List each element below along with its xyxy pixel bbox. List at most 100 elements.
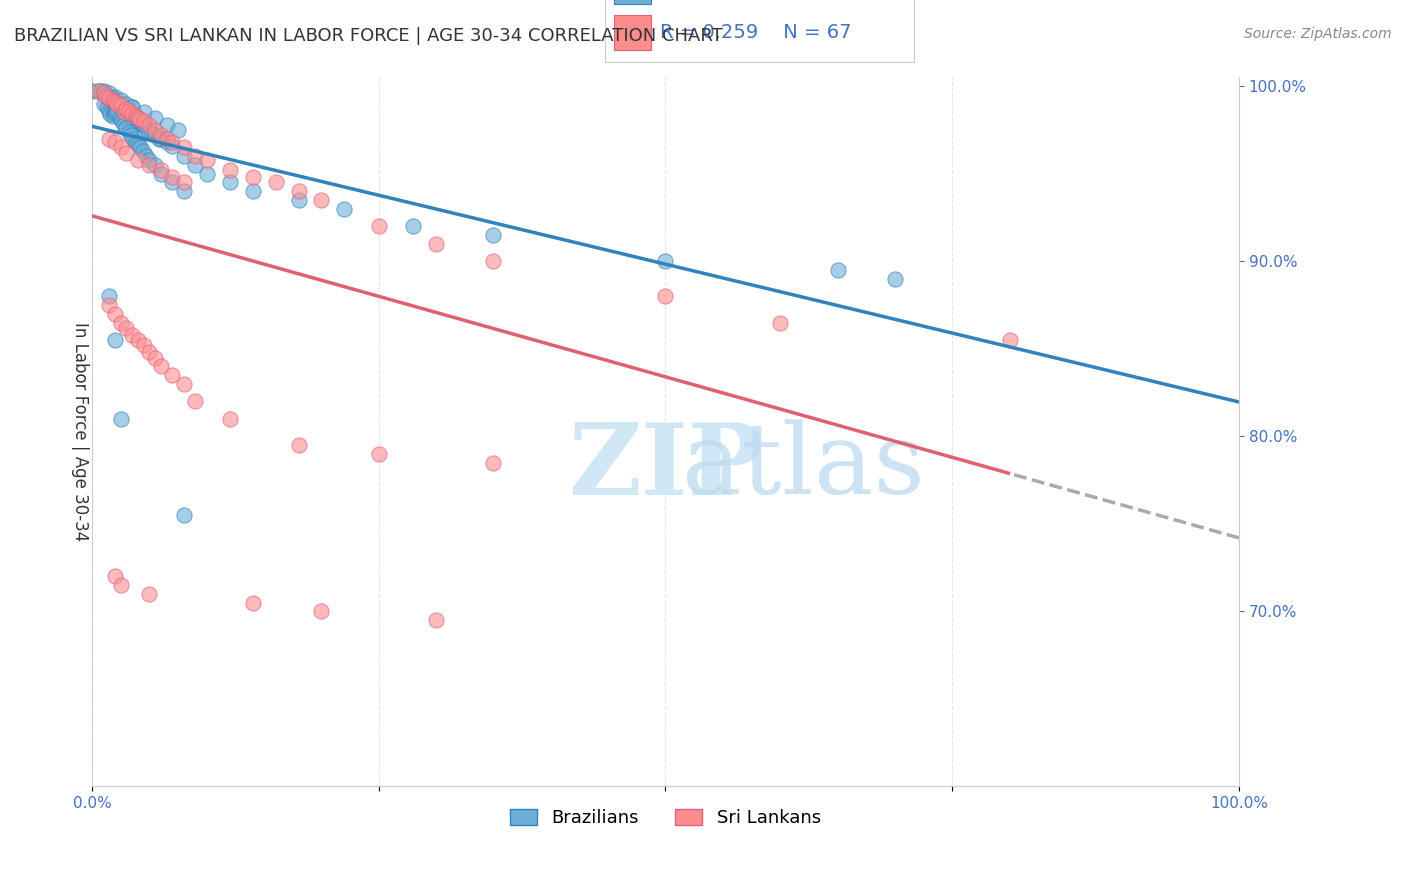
Brazilians <box>162 138 184 153</box>
Sri Lankans <box>127 333 149 347</box>
Sri Lankans <box>367 219 389 234</box>
Legend: Brazilians, Sri Lankans: Brazilians, Sri Lankans <box>503 802 828 834</box>
FancyBboxPatch shape <box>614 0 651 4</box>
Brazilians <box>115 96 138 111</box>
Brazilians <box>156 118 179 132</box>
Sri Lankans <box>104 95 127 109</box>
Brazilians <box>112 103 135 118</box>
Text: ZIP: ZIP <box>568 419 763 516</box>
Brazilians <box>105 105 128 120</box>
Brazilians <box>156 135 179 149</box>
Sri Lankans <box>149 163 172 178</box>
Sri Lankans <box>242 596 264 610</box>
Sri Lankans <box>93 86 115 100</box>
Sri Lankans <box>156 132 179 146</box>
Brazilians <box>136 123 159 137</box>
Brazilians <box>195 167 218 181</box>
Sri Lankans <box>124 109 146 123</box>
Brazilians <box>827 263 849 277</box>
Brazilians <box>94 87 117 102</box>
Brazilians <box>138 153 160 167</box>
Brazilians <box>134 120 156 134</box>
Brazilians <box>143 158 166 172</box>
Brazilians <box>98 86 121 100</box>
Brazilians <box>80 85 103 99</box>
Brazilians <box>110 100 132 114</box>
Brazilians <box>148 132 170 146</box>
Sri Lankans <box>104 307 127 321</box>
Sri Lankans <box>149 128 172 143</box>
Brazilians <box>98 103 121 118</box>
Brazilians <box>93 85 115 99</box>
Brazilians <box>141 127 163 141</box>
Sri Lankans <box>998 333 1021 347</box>
Brazilians <box>118 107 141 121</box>
Sri Lankans <box>127 111 149 125</box>
Sri Lankans <box>138 345 160 359</box>
Brazilians <box>118 125 141 139</box>
Brazilians <box>105 102 128 116</box>
Brazilians <box>122 112 145 127</box>
Brazilians <box>121 100 143 114</box>
Sri Lankans <box>105 96 128 111</box>
Brazilians <box>96 89 118 103</box>
Brazilians <box>121 111 143 125</box>
Sri Lankans <box>482 254 505 268</box>
Sri Lankans <box>425 236 447 251</box>
Brazilians <box>402 219 425 234</box>
Sri Lankans <box>118 103 141 118</box>
Brazilians <box>654 254 676 268</box>
Brazilians <box>129 114 152 128</box>
Sri Lankans <box>104 569 127 583</box>
Sri Lankans <box>173 376 195 391</box>
Sri Lankans <box>110 316 132 330</box>
Sri Lankans <box>121 107 143 121</box>
Brazilians <box>333 202 356 216</box>
Brazilians <box>115 109 138 123</box>
Brazilians <box>173 508 195 522</box>
Sri Lankans <box>110 140 132 154</box>
Brazilians <box>110 93 132 107</box>
Brazilians <box>110 96 132 111</box>
Brazilians <box>143 128 166 143</box>
Brazilians <box>112 102 135 116</box>
Brazilians <box>121 100 143 114</box>
Sri Lankans <box>654 289 676 303</box>
Sri Lankans <box>132 338 155 352</box>
Brazilians <box>173 184 195 198</box>
Sri Lankans <box>425 613 447 627</box>
Sri Lankans <box>218 412 240 426</box>
Y-axis label: In Labor Force | Age 30-34: In Labor Force | Age 30-34 <box>72 322 89 541</box>
Brazilians <box>127 136 149 151</box>
Brazilians <box>108 111 131 125</box>
Sri Lankans <box>482 456 505 470</box>
Sri Lankans <box>162 170 184 185</box>
Sri Lankans <box>149 359 172 374</box>
Brazilians <box>122 132 145 146</box>
Sri Lankans <box>173 176 195 190</box>
Brazilians <box>138 125 160 139</box>
Sri Lankans <box>195 153 218 167</box>
Brazilians <box>107 100 129 114</box>
Brazilians <box>104 95 127 109</box>
Sri Lankans <box>110 98 132 112</box>
Sri Lankans <box>242 170 264 185</box>
Sri Lankans <box>98 91 121 105</box>
Sri Lankans <box>127 153 149 167</box>
Brazilians <box>98 289 121 303</box>
Brazilians <box>100 107 122 121</box>
Sri Lankans <box>110 578 132 592</box>
Sri Lankans <box>132 114 155 128</box>
Sri Lankans <box>112 105 135 120</box>
Sri Lankans <box>94 89 117 103</box>
Brazilians <box>100 89 122 103</box>
Brazilians <box>167 123 190 137</box>
Brazilians <box>110 412 132 426</box>
Sri Lankans <box>287 184 309 198</box>
Brazilians <box>115 121 138 136</box>
Text: R = 0.259    N = 67: R = 0.259 N = 67 <box>661 23 852 42</box>
Brazilians <box>135 149 157 163</box>
Brazilians <box>115 105 138 120</box>
Brazilians <box>104 107 127 121</box>
Brazilians <box>120 128 142 143</box>
